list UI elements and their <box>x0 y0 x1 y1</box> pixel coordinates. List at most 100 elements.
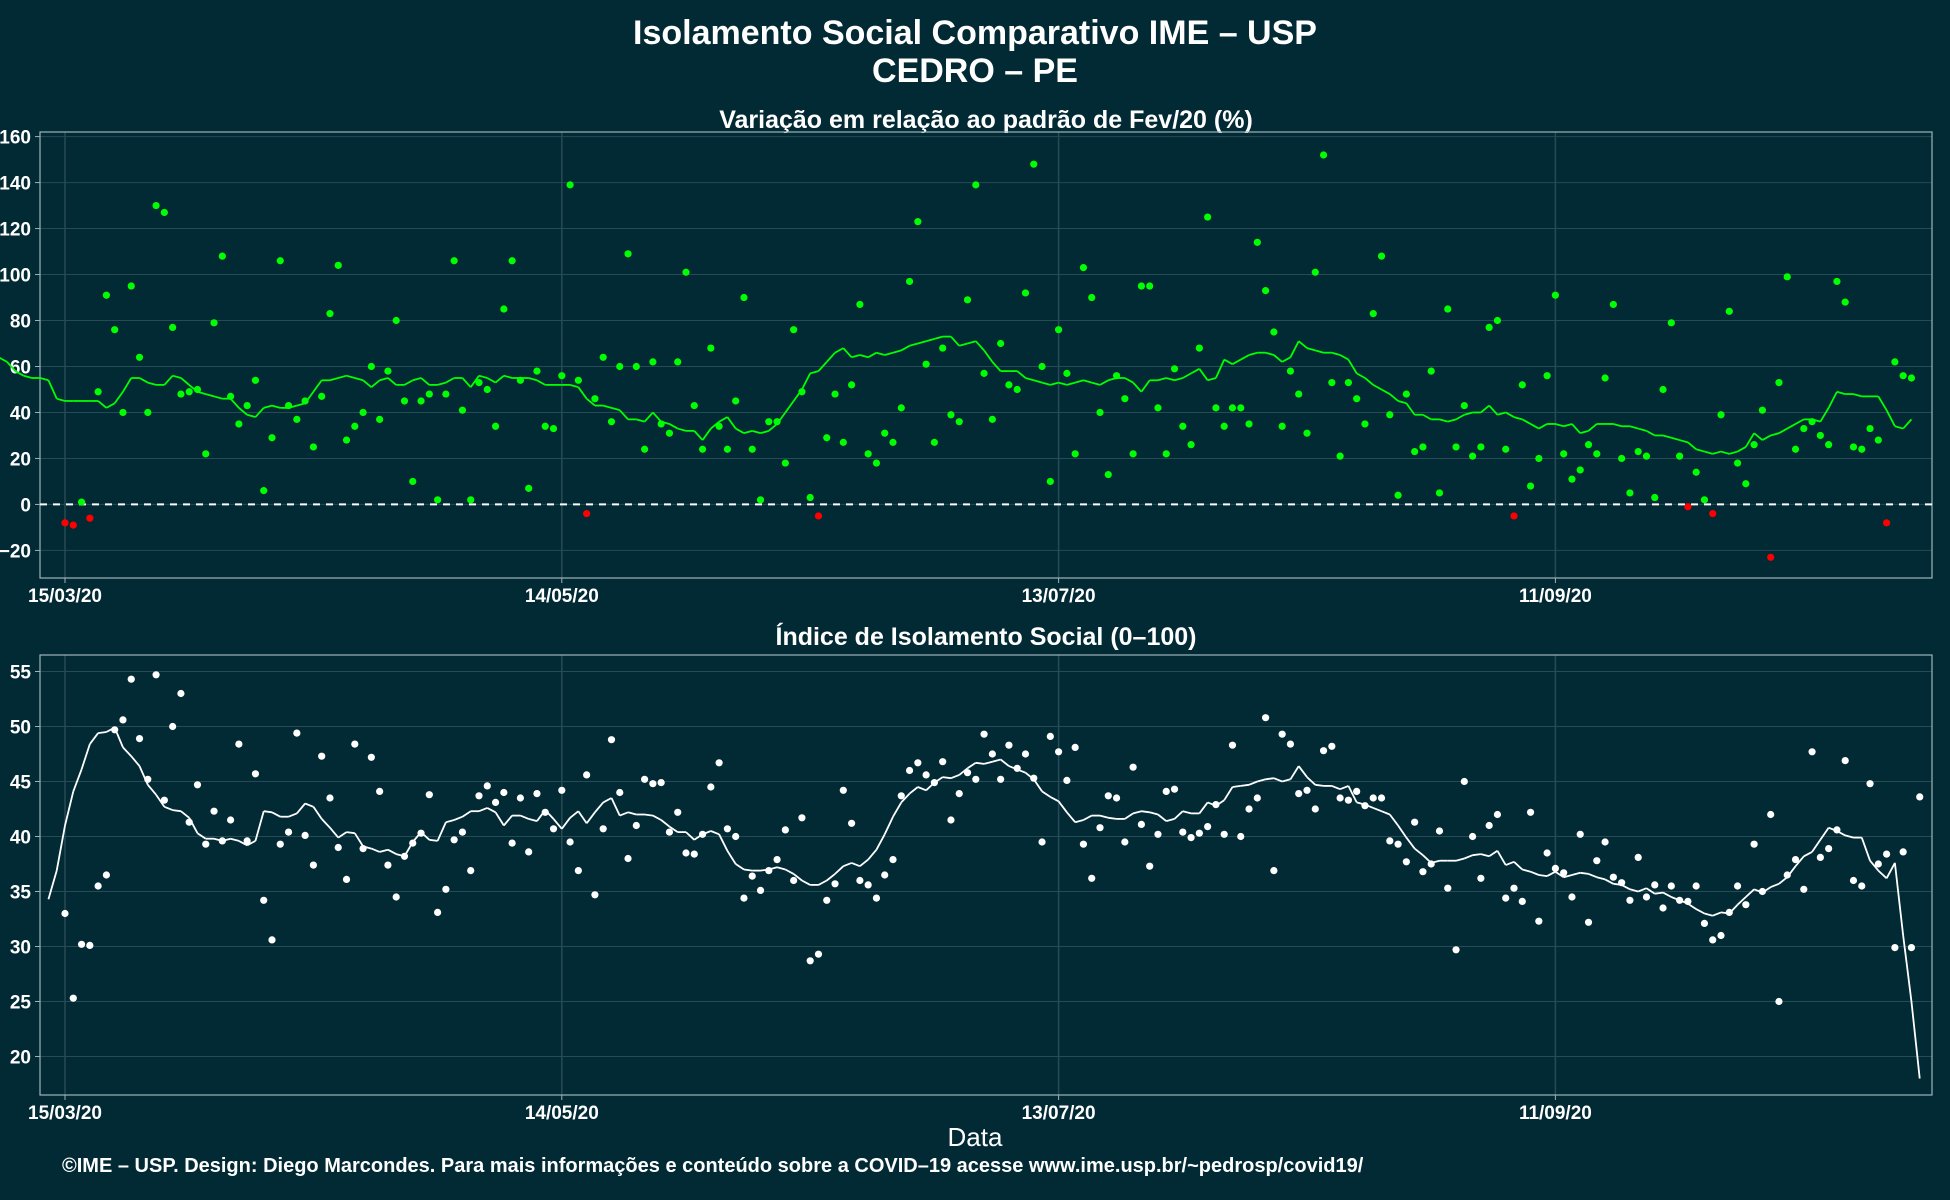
data-point <box>1899 372 1907 380</box>
series-line-segment <box>246 413 256 418</box>
series-line-segment <box>1893 862 1905 936</box>
series-line-segment <box>1240 783 1250 787</box>
series-line-segment <box>72 769 83 792</box>
series-line-segment <box>1157 813 1167 822</box>
data-point <box>301 397 309 405</box>
data-point <box>69 521 77 529</box>
data-point <box>1568 893 1576 901</box>
series-line-segment <box>271 811 281 818</box>
data-point <box>1030 774 1038 782</box>
series-line-segment <box>436 821 447 842</box>
data-point <box>1112 372 1121 380</box>
data-point <box>1046 477 1054 486</box>
data-point <box>1046 732 1054 741</box>
data-point <box>425 791 433 799</box>
data-point <box>1179 828 1187 836</box>
data-point <box>1005 741 1013 749</box>
series-line-segment <box>1662 891 1672 898</box>
data-point <box>1543 372 1551 380</box>
plot-frame <box>39 654 1933 1096</box>
data-point <box>1651 881 1659 889</box>
series-line-segment <box>1132 810 1142 815</box>
series-line-segment <box>56 397 66 402</box>
data-point <box>1452 443 1460 451</box>
data-point <box>102 871 110 879</box>
series-line-segment <box>1505 860 1515 866</box>
series-line-segment <box>577 810 588 824</box>
y-tick-label: 50 <box>10 718 31 739</box>
data-point <box>260 487 268 495</box>
data-point <box>756 496 765 504</box>
data-point <box>1667 882 1675 890</box>
data-point <box>641 445 649 453</box>
series-line-segment <box>1198 368 1209 381</box>
data-point <box>682 849 690 857</box>
data-point <box>1377 794 1386 802</box>
series-line-segment <box>1819 827 1830 841</box>
series-line-segment <box>1513 861 1523 871</box>
data-point <box>1775 997 1783 1006</box>
series-line-segment <box>1662 434 1672 439</box>
series-line-segment <box>461 377 472 388</box>
data-point <box>1104 470 1112 479</box>
series-line-segment <box>1339 354 1349 361</box>
data-point <box>1386 837 1394 845</box>
series-line-segment <box>412 377 422 382</box>
y-tick-label: −20 <box>0 541 31 562</box>
data-point <box>1096 824 1104 832</box>
series-line-segment <box>1066 811 1076 823</box>
data-point <box>980 369 988 377</box>
series-line-segment <box>1083 379 1092 384</box>
data-point <box>765 867 773 875</box>
series-line-segment <box>55 825 66 871</box>
data-point <box>119 408 127 417</box>
series-line-segment <box>420 377 430 386</box>
data-point <box>1576 466 1584 474</box>
series-line-segment <box>1563 423 1573 428</box>
data-point <box>1344 796 1352 804</box>
series-line-segment <box>445 819 455 824</box>
series-line-segment <box>1066 381 1076 386</box>
series-line-segment <box>1347 785 1358 803</box>
x-tick-label: 13/07/20 <box>1022 586 1096 607</box>
data-point <box>715 422 723 430</box>
series-line-segment <box>1513 416 1523 421</box>
series-line-segment <box>494 811 505 826</box>
data-point <box>665 828 674 836</box>
data-point <box>94 882 102 890</box>
data-point <box>872 459 881 467</box>
series-line-segment <box>1132 381 1143 393</box>
data-point <box>1866 424 1874 433</box>
data-point <box>276 840 284 848</box>
data-point <box>1502 445 1510 453</box>
data-point <box>558 786 566 794</box>
data-point <box>1336 452 1344 460</box>
data-point <box>740 293 748 302</box>
series-line-segment <box>1381 388 1391 395</box>
data-point <box>483 782 491 790</box>
series-line-segment <box>826 352 836 363</box>
y-tick-label: 80 <box>10 312 31 333</box>
series-line-segment <box>1389 393 1399 402</box>
series-line-segment <box>1712 450 1722 455</box>
data-point <box>326 794 334 802</box>
data-point <box>765 418 773 426</box>
data-point <box>1866 780 1874 788</box>
series-line-segment <box>1190 368 1200 375</box>
data-point <box>77 498 86 506</box>
data-point <box>301 831 309 840</box>
series-line-segment <box>991 361 1002 372</box>
data-point <box>632 362 640 371</box>
series-line-segment <box>1704 912 1713 917</box>
data-point <box>1651 493 1659 502</box>
series-line-segment <box>1281 778 1291 783</box>
series-line-segment <box>909 342 919 347</box>
series-line-segment <box>1000 758 1010 767</box>
series-line-segment <box>229 398 240 409</box>
data-point <box>723 445 732 453</box>
data-point <box>1146 282 1154 290</box>
series-line-segment <box>1736 896 1747 906</box>
series-line-segment <box>1016 370 1027 379</box>
data-point <box>359 845 367 853</box>
series-line-segment <box>1795 418 1805 425</box>
